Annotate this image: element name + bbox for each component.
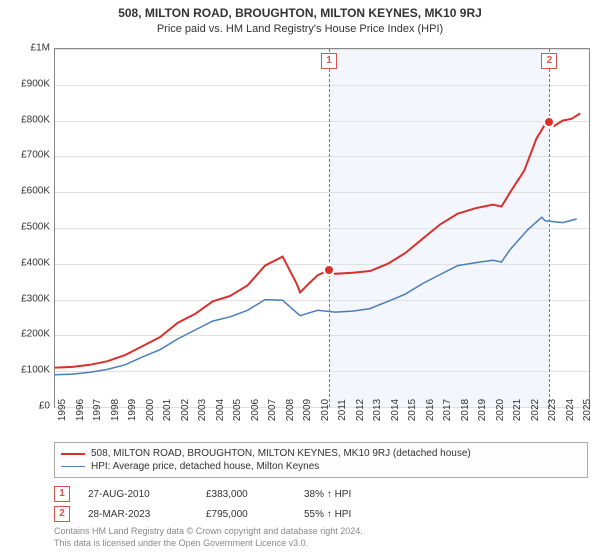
transaction-pct: 38% ↑ HPI (304, 489, 394, 500)
x-axis-label: 2013 (372, 399, 383, 421)
legend-item-hpi: HPI: Average price, detached house, Milt… (61, 460, 581, 473)
x-axis-label: 2023 (547, 399, 558, 421)
x-axis-label: 2017 (442, 399, 453, 421)
chart-lines (55, 49, 589, 407)
x-axis-label: 2005 (232, 399, 243, 421)
y-axis-label: £300K (6, 293, 50, 304)
x-axis-label: 2021 (512, 399, 523, 421)
y-axis-label: £400K (6, 257, 50, 268)
x-axis-label: 2002 (180, 399, 191, 421)
x-axis-label: 2004 (215, 399, 226, 421)
legend-label: HPI: Average price, detached house, Milt… (91, 461, 319, 472)
y-axis-label: £100K (6, 365, 50, 376)
transaction-marker-icon: 2 (54, 506, 70, 522)
x-axis-label: 2000 (145, 399, 156, 421)
x-axis-label: 2009 (302, 399, 313, 421)
x-axis-label: 2024 (565, 399, 576, 421)
footer-line: Contains HM Land Registry data © Crown c… (54, 526, 588, 538)
legend: 508, MILTON ROAD, BROUGHTON, MILTON KEYN… (54, 442, 588, 478)
legend-item-subject: 508, MILTON ROAD, BROUGHTON, MILTON KEYN… (61, 447, 581, 460)
transaction-marker-icon: 1 (54, 486, 70, 502)
legend-swatch (61, 453, 85, 455)
transaction-price: £383,000 (206, 489, 286, 500)
x-axis-label: 2001 (162, 399, 173, 421)
x-axis-label: 2018 (460, 399, 471, 421)
transaction-pct: 55% ↑ HPI (304, 509, 394, 520)
legend-label: 508, MILTON ROAD, BROUGHTON, MILTON KEYN… (91, 448, 471, 459)
y-axis-label: £0 (6, 401, 50, 412)
x-axis-label: 2010 (320, 399, 331, 421)
transaction-date: 28-MAR-2023 (88, 509, 188, 520)
y-axis-label: £700K (6, 150, 50, 161)
legend-swatch (61, 466, 85, 467)
x-axis-label: 1995 (57, 399, 68, 421)
transaction-price: £795,000 (206, 509, 286, 520)
x-axis-label: 1996 (75, 399, 86, 421)
x-axis-label: 1999 (127, 399, 138, 421)
y-axis-label: £900K (6, 78, 50, 89)
x-axis-label: 2007 (267, 399, 278, 421)
marker-dot (323, 264, 335, 276)
x-axis-label: 2003 (197, 399, 208, 421)
x-axis-label: 2008 (285, 399, 296, 421)
x-axis-label: 2022 (530, 399, 541, 421)
marker-line (549, 49, 550, 407)
x-axis-label: 2012 (355, 399, 366, 421)
transaction-row: 1 27-AUG-2010 £383,000 38% ↑ HPI (54, 484, 588, 504)
footer-line: This data is licensed under the Open Gov… (54, 538, 588, 550)
y-axis-label: £200K (6, 329, 50, 340)
x-axis-label: 2014 (390, 399, 401, 421)
x-axis-label: 2025 (582, 399, 593, 421)
transaction-date: 27-AUG-2010 (88, 489, 188, 500)
x-axis-label: 2006 (250, 399, 261, 421)
transaction-row: 2 28-MAR-2023 £795,000 55% ↑ HPI (54, 504, 588, 524)
x-axis-label: 2011 (337, 399, 348, 421)
marker-number-box: 2 (541, 53, 557, 69)
x-axis-label: 2016 (425, 399, 436, 421)
x-axis-label: 1998 (110, 399, 121, 421)
x-axis-label: 1997 (92, 399, 103, 421)
y-axis-label: £500K (6, 222, 50, 233)
footer-attribution: Contains HM Land Registry data © Crown c… (54, 526, 588, 549)
transaction-table: 1 27-AUG-2010 £383,000 38% ↑ HPI 2 28-MA… (54, 484, 588, 524)
x-axis-label: 2015 (407, 399, 418, 421)
page-subtitle: Price paid vs. HM Land Registry's House … (0, 23, 600, 35)
marker-line (329, 49, 330, 407)
y-axis-label: £800K (6, 114, 50, 125)
marker-number-box: 1 (321, 53, 337, 69)
page-title: 508, MILTON ROAD, BROUGHTON, MILTON KEYN… (0, 6, 600, 20)
x-axis-label: 2020 (495, 399, 506, 421)
y-axis-label: £1M (6, 43, 50, 54)
series-line-subject (55, 113, 580, 367)
y-axis-label: £600K (6, 186, 50, 197)
marker-dot (543, 116, 555, 128)
price-chart: 12 (54, 48, 590, 408)
x-axis-label: 2019 (477, 399, 488, 421)
